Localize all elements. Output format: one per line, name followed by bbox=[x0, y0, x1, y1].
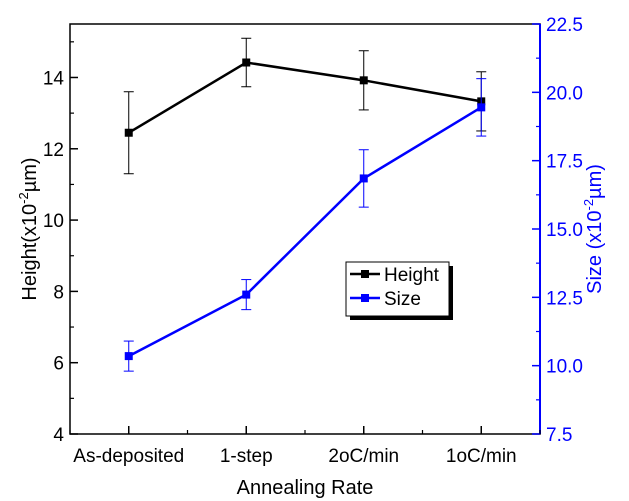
size-data-point bbox=[124, 352, 133, 361]
size-series-line bbox=[128, 106, 482, 358]
left-y-tick-label: 4 bbox=[53, 425, 64, 446]
left-y-tick-label: 14 bbox=[43, 68, 65, 89]
left-y-tick-label: 6 bbox=[53, 354, 64, 375]
right-y-tick-label: 20.0 bbox=[546, 83, 583, 104]
height-data-point bbox=[242, 58, 251, 67]
legend-label-height: Height bbox=[384, 265, 440, 286]
right-y-tick-label: 22.5 bbox=[546, 15, 583, 36]
size-data-point bbox=[242, 290, 251, 299]
left-y-tick-label: 10 bbox=[43, 211, 64, 232]
x-tick-label: 2oC/min bbox=[328, 446, 399, 467]
right-y-axis-title-main: Size (x10 bbox=[584, 211, 606, 294]
left-y-axis-title-exponent: -2 bbox=[16, 192, 31, 204]
height-series-line bbox=[128, 61, 482, 134]
x-tick-label: 1oC/min bbox=[446, 446, 517, 467]
right-y-axis-title: Size (x10-2µm) bbox=[581, 164, 606, 294]
right-y-axis: 7.5 10.0 12.5 15.0 17.5 20.0 22.5 bbox=[532, 15, 583, 446]
height-data-point bbox=[359, 76, 368, 85]
size-data-point bbox=[359, 174, 368, 183]
right-y-axis-title-exponent: -2 bbox=[581, 199, 596, 211]
series-layer bbox=[123, 37, 487, 372]
size-data-point bbox=[477, 103, 486, 112]
left-y-axis-title-unit: µm) bbox=[19, 157, 41, 192]
left-y-axis-title-main: Height(x10 bbox=[19, 204, 41, 301]
x-tick-label: 1-step bbox=[220, 446, 273, 467]
right-y-tick-label: 12.5 bbox=[546, 288, 583, 309]
legend: Height Size bbox=[345, 261, 453, 320]
height-data-point bbox=[124, 128, 133, 137]
x-axis: As-deposited 1-step 2oC/min 1oC/min bbox=[69, 426, 541, 467]
right-y-tick-label: 10.0 bbox=[546, 357, 583, 378]
legend-marker-height bbox=[361, 270, 369, 278]
left-y-tick-label: 12 bbox=[43, 140, 64, 161]
legend-label-size: Size bbox=[384, 289, 421, 310]
left-y-axis-title: Height(x10-2µm) bbox=[16, 157, 41, 300]
right-y-tick-label: 7.5 bbox=[546, 425, 572, 446]
x-tick-label: As-deposited bbox=[73, 446, 184, 467]
right-y-axis-title-unit: µm) bbox=[584, 164, 606, 199]
left-y-tick-label: 8 bbox=[53, 282, 64, 303]
right-y-tick-label: 15.0 bbox=[546, 220, 583, 241]
x-axis-title: Annealing Rate bbox=[237, 477, 374, 499]
legend-marker-size bbox=[361, 294, 369, 302]
left-y-axis: 4 6 8 10 12 14 bbox=[43, 41, 78, 446]
right-y-tick-label: 17.5 bbox=[546, 152, 583, 173]
plot-area bbox=[69, 23, 541, 435]
